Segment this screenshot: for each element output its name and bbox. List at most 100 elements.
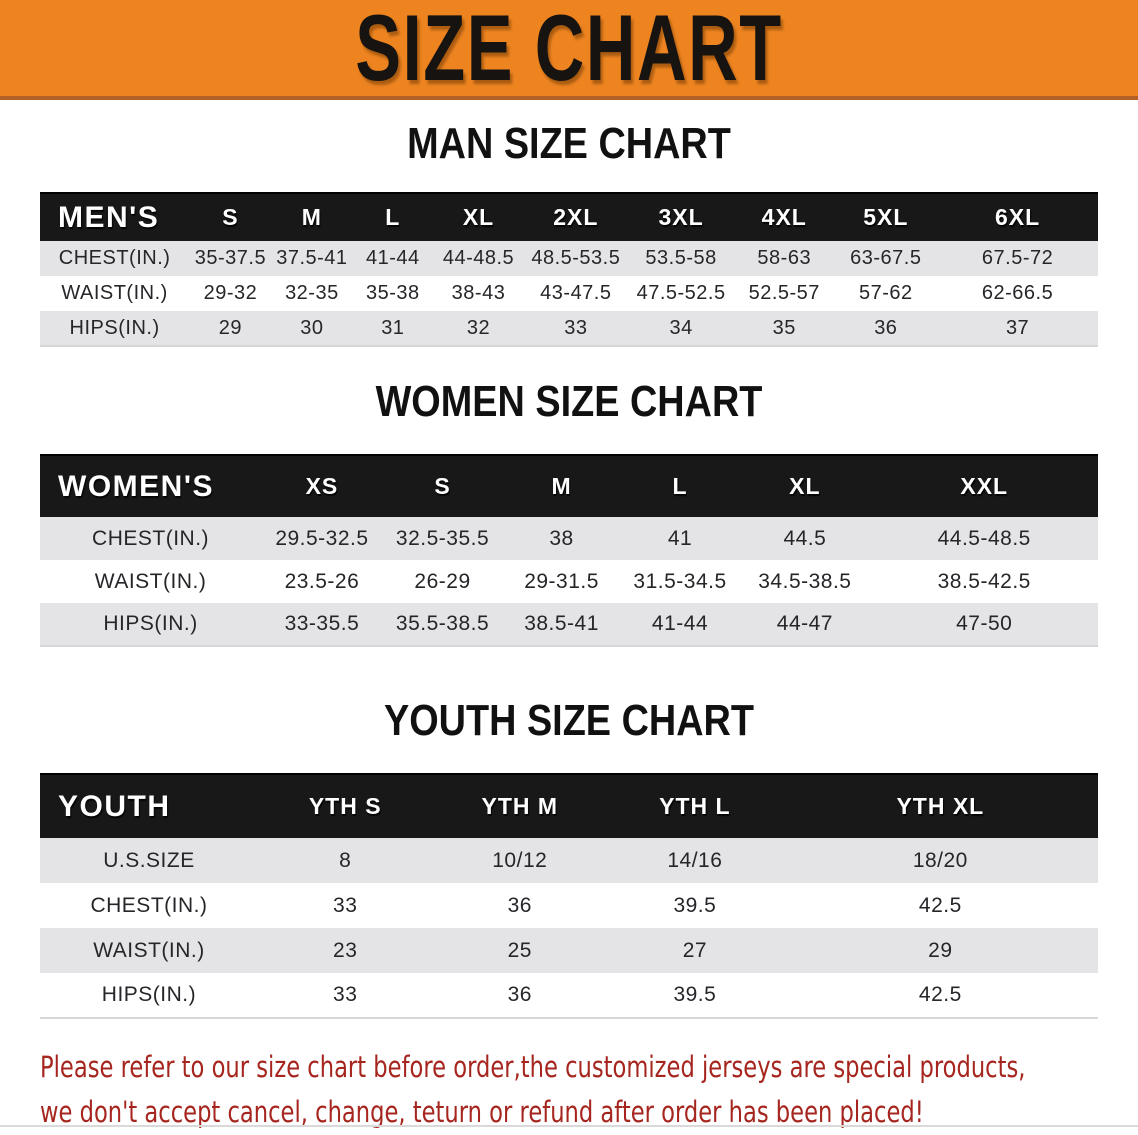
size-value-cell: 37.5-41 <box>271 241 353 276</box>
size-value-cell: 38 <box>502 517 621 560</box>
notice-line-2: we don't accept cancel, change, teturn o… <box>40 1095 924 1129</box>
size-value-cell: 25 <box>432 928 608 973</box>
column-header: 5XL <box>834 192 938 241</box>
column-header: YTH XL <box>782 773 1098 838</box>
table-row: WAIST(IN.) 23 25 27 29 <box>40 928 1098 973</box>
footer-notice: Please refer to our size chart before or… <box>40 1045 1026 1135</box>
size-value-cell: 57-62 <box>834 276 938 311</box>
men-size-table: MEN'S S M L XL 2XL 3XL 4XL 5XL 6XL CHEST… <box>40 192 1098 347</box>
size-value-cell: 67.5-72 <box>937 241 1098 276</box>
table-row: WAIST(IN.) 23.5-26 26-29 29-31.5 31.5-34… <box>40 560 1098 603</box>
column-header: 3XL <box>628 192 734 241</box>
size-value-cell: 38.5-42.5 <box>870 560 1098 603</box>
size-value-cell: 47.5-52.5 <box>628 276 734 311</box>
table-row: HIPS(IN.) 29 30 31 32 33 34 35 36 37 <box>40 311 1098 346</box>
men-section: MAN SIZE CHART MEN'S S M L XL 2XL 3XL 4X… <box>0 122 1138 347</box>
youth-heading: YOUTH SIZE CHART <box>383 696 754 745</box>
size-value-cell: 18/20 <box>782 838 1098 883</box>
size-value-cell: 33-35.5 <box>261 603 383 646</box>
size-value-cell: 29 <box>782 928 1098 973</box>
size-value-cell: 29-31.5 <box>502 560 621 603</box>
size-value-cell: 31.5-34.5 <box>620 560 740 603</box>
row-label: CHEST(IN.) <box>40 517 262 560</box>
column-header: M <box>271 192 353 241</box>
column-header: XL <box>739 454 871 517</box>
table-row: HIPS(IN.) 33-35.5 35.5-38.5 38.5-41 41-4… <box>40 603 1098 646</box>
size-value-cell: 42.5 <box>782 973 1098 1018</box>
men-header-row: MEN'S S M L XL 2XL 3XL 4XL 5XL 6XL <box>40 192 1098 241</box>
size-value-cell: 41-44 <box>352 241 434 276</box>
table-row: CHEST(IN.) 35-37.5 37.5-41 41-44 44-48.5… <box>40 241 1098 276</box>
size-value-cell: 44-47 <box>739 603 871 646</box>
row-label: HIPS(IN.) <box>40 973 258 1018</box>
size-value-cell: 32.5-35.5 <box>382 517 503 560</box>
youth-table-title: YOUTH <box>40 773 258 838</box>
size-value-cell: 41-44 <box>620 603 740 646</box>
size-value-cell: 62-66.5 <box>937 276 1098 311</box>
size-value-cell: 36 <box>834 311 938 346</box>
size-value-cell: 14/16 <box>607 838 783 883</box>
size-value-cell: 29 <box>189 311 272 346</box>
column-header: XS <box>261 454 383 517</box>
size-value-cell: 32 <box>433 311 524 346</box>
column-header: L <box>620 454 740 517</box>
women-section: WOMEN SIZE CHART WOMEN'S XS S M L XL XXL <box>0 380 1138 647</box>
column-header: M <box>502 454 621 517</box>
women-size-table: WOMEN'S XS S M L XL XXL CHEST(IN.) 29.5-… <box>40 454 1098 647</box>
size-value-cell: 53.5-58 <box>628 241 734 276</box>
table-row: CHEST(IN.) 29.5-32.5 32.5-35.5 38 41 44.… <box>40 517 1098 560</box>
size-value-cell: 38-43 <box>433 276 524 311</box>
size-value-cell: 26-29 <box>382 560 503 603</box>
size-value-cell: 30 <box>271 311 353 346</box>
column-header: YTH L <box>607 773 783 838</box>
column-header: 6XL <box>937 192 1098 241</box>
table-row: HIPS(IN.) 33 36 39.5 42.5 <box>40 973 1098 1018</box>
column-header: XXL <box>870 454 1098 517</box>
column-header: YTH M <box>432 773 608 838</box>
youth-section: YOUTH SIZE CHART YOUTH YTH S YTH M YTH L… <box>0 699 1138 1019</box>
size-value-cell: 58-63 <box>734 241 835 276</box>
row-label: WAIST(IN.) <box>40 276 190 311</box>
size-value-cell: 35-38 <box>352 276 434 311</box>
size-value-cell: 52.5-57 <box>734 276 835 311</box>
row-label: CHEST(IN.) <box>40 883 258 928</box>
column-header: L <box>352 192 434 241</box>
men-heading: MAN SIZE CHART <box>407 119 731 168</box>
size-value-cell: 34 <box>628 311 734 346</box>
women-heading: WOMEN SIZE CHART <box>375 377 763 426</box>
size-value-cell: 36 <box>432 883 608 928</box>
size-value-cell: 33 <box>257 883 433 928</box>
size-value-cell: 8 <box>257 838 433 883</box>
size-value-cell: 33 <box>523 311 629 346</box>
row-label: WAIST(IN.) <box>40 928 258 973</box>
women-header-row: WOMEN'S XS S M L XL XXL <box>40 454 1098 517</box>
youth-size-table: YOUTH YTH S YTH M YTH L YTH XL U.S.SIZE … <box>40 773 1098 1019</box>
size-value-cell: 36 <box>432 973 608 1018</box>
size-value-cell: 35.5-38.5 <box>382 603 503 646</box>
size-value-cell: 38.5-41 <box>502 603 621 646</box>
column-header: S <box>189 192 272 241</box>
size-value-cell: 43-47.5 <box>523 276 629 311</box>
row-label: HIPS(IN.) <box>40 311 190 346</box>
size-value-cell: 44-48.5 <box>433 241 524 276</box>
size-value-cell: 29-32 <box>189 276 272 311</box>
notice-line-1: Please refer to our size chart before or… <box>40 1050 1026 1084</box>
table-row: U.S.SIZE 8 10/12 14/16 18/20 <box>40 838 1098 883</box>
row-label: HIPS(IN.) <box>40 603 262 646</box>
size-value-cell: 42.5 <box>782 883 1098 928</box>
column-header: XL <box>433 192 524 241</box>
size-value-cell: 35 <box>734 311 835 346</box>
column-header: YTH S <box>257 773 433 838</box>
women-table-title: WOMEN'S <box>40 454 262 517</box>
size-value-cell: 35-37.5 <box>189 241 272 276</box>
size-value-cell: 32-35 <box>271 276 353 311</box>
column-header: 4XL <box>734 192 835 241</box>
banner: SIZE CHART <box>0 0 1138 100</box>
row-label: CHEST(IN.) <box>40 241 190 276</box>
size-value-cell: 23 <box>257 928 433 973</box>
bottom-divider <box>0 1125 1138 1127</box>
youth-header-row: YOUTH YTH S YTH M YTH L YTH XL <box>40 773 1098 838</box>
size-value-cell: 41 <box>620 517 740 560</box>
size-value-cell: 29.5-32.5 <box>261 517 383 560</box>
